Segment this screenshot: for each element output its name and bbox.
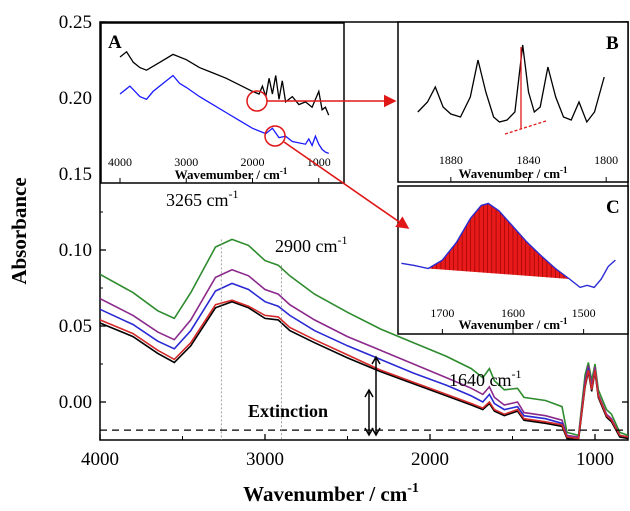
- inset-c-x-tick-label: 1500: [572, 306, 596, 320]
- inset-b: 1880 1840 1800 B Wavenumber / cm-1: [397, 21, 629, 183]
- inset-c-series-line-0: [401, 202, 616, 289]
- inset-a-x-tick-label: 2000: [241, 155, 265, 169]
- annotation-3265: 3265 cm-1: [166, 187, 239, 210]
- main-series-line-0: [100, 238, 628, 437]
- annotation-2900: 2900 cm-1: [275, 233, 348, 256]
- y-tick-label: 0.15: [59, 164, 92, 185]
- inset-b-x-tick-label: 1840: [517, 153, 541, 167]
- y-tick-label: 0.20: [59, 88, 92, 109]
- y-tick-label: 0.00: [59, 392, 92, 413]
- connector-arrow-to-c: [283, 141, 410, 229]
- x-tick-label: 3000: [246, 449, 284, 470]
- y-tick-label: 0.05: [59, 316, 92, 337]
- main-series-line-4: [100, 299, 628, 440]
- x-tick-label: 1000: [576, 449, 614, 470]
- inset-a-x-tick-label: 1000: [307, 155, 331, 169]
- x-axis-label: Wavenumber / cm-1: [243, 481, 419, 506]
- inset-c-x-tick-label: 1700: [430, 306, 454, 320]
- extinction-arrow-head: [364, 388, 374, 398]
- inset-a-xlabel: Wavemumber / cm-1: [175, 166, 288, 182]
- y-tick-label: 0.25: [59, 12, 92, 33]
- inset-b-x-tick-label: 1880: [439, 153, 463, 167]
- inset-a-x-tick-label: 4000: [108, 155, 132, 169]
- x-tick-label: 2000: [411, 449, 449, 470]
- inset-a-series-line-1: [119, 74, 329, 155]
- y-axis-label: Absorbance: [7, 177, 31, 284]
- inset-b-label: B: [606, 33, 619, 54]
- inset-c: 1700 1600 1500 C Wavenumber / cm-1: [397, 185, 629, 335]
- inset-a-highlight-circle-blue: [264, 125, 286, 147]
- inset-c-xlabel: Wavenumber / cm-1: [458, 316, 568, 332]
- extinction-arrow-head: [371, 355, 381, 365]
- extinction-arrow-head: [364, 427, 374, 437]
- y-tick-label: 0.10: [59, 240, 92, 261]
- inset-a-series-line-0: [119, 50, 330, 116]
- extinction-label: Extinction: [248, 401, 328, 421]
- inset-b-baseline-dashed: [504, 120, 547, 135]
- inset-b-frame: [397, 21, 629, 183]
- extinction-arrows: [364, 355, 381, 437]
- inset-b-xlabel: Wavenumber / cm-1: [458, 165, 568, 181]
- inset-c-x-tick-label: 1600: [501, 306, 525, 320]
- inset-b-series-line-0: [417, 44, 605, 124]
- inset-b-x-tick-label: 1800: [594, 153, 618, 167]
- inset-c-label: C: [606, 197, 620, 218]
- annotation-1640: 1640 cm-1: [449, 367, 522, 390]
- inset-a-x-tick-label: 3000: [174, 155, 198, 169]
- main-plot: 0.00 0.05 0.10 0.15 0.20 0.25 4000 3000 2000 100…: [7, 12, 629, 506]
- inset-a-label: A: [108, 32, 122, 53]
- extinction-arrow-head: [371, 427, 381, 437]
- x-tick-label: 4000: [81, 449, 119, 470]
